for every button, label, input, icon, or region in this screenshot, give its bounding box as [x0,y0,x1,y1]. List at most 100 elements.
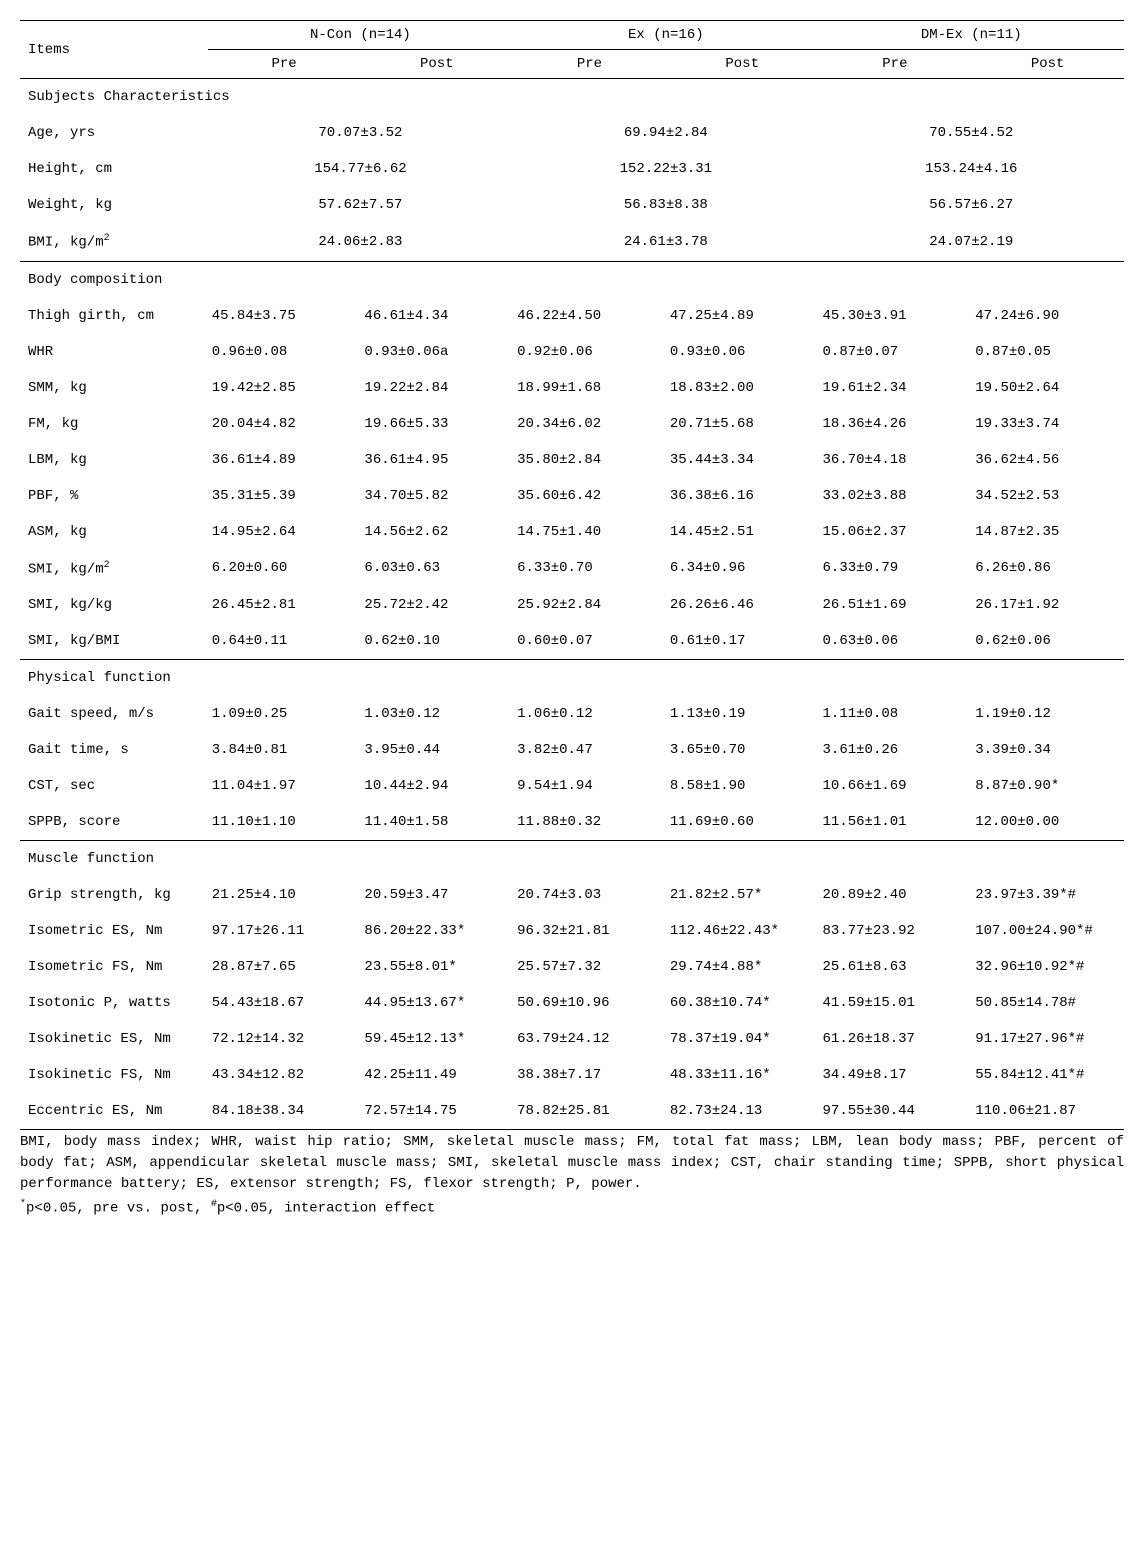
item-label: Gait speed, m/s [20,696,208,732]
value-cell: 19.42±2.85 [208,370,361,406]
value-cell: 24.61±3.78 [513,223,818,261]
value-cell: 1.09±0.25 [208,696,361,732]
table-row: Eccentric ES, Nm84.18±38.3472.57±14.7578… [20,1093,1124,1130]
value-cell: 36.70±4.18 [819,442,972,478]
value-cell: 11.69±0.60 [666,804,819,841]
item-label: Weight, kg [20,187,208,223]
table-row: Height, cm154.77±6.62152.22±3.31153.24±4… [20,151,1124,187]
value-cell: 20.71±5.68 [666,406,819,442]
dmex-post: Post [971,50,1124,79]
value-cell: 12.00±0.00 [971,804,1124,841]
value-cell: 9.54±1.94 [513,768,666,804]
value-cell: 3.82±0.47 [513,732,666,768]
table-row: SPPB, score11.10±1.1011.40±1.5811.88±0.3… [20,804,1124,841]
value-cell: 78.82±25.81 [513,1093,666,1130]
value-cell: 0.93±0.06 [666,334,819,370]
value-cell: 59.45±12.13* [360,1021,513,1057]
item-label: Eccentric ES, Nm [20,1093,208,1130]
value-cell: 36.38±6.16 [666,478,819,514]
value-cell: 23.55±8.01* [360,949,513,985]
table-row: PBF, %35.31±5.3934.70±5.8235.60±6.4236.3… [20,478,1124,514]
value-cell: 19.50±2.64 [971,370,1124,406]
value-cell: 32.96±10.92*# [971,949,1124,985]
value-cell: 3.39±0.34 [971,732,1124,768]
value-cell: 14.87±2.35 [971,514,1124,550]
value-cell: 25.57±7.32 [513,949,666,985]
item-label: SMI, kg/kg [20,587,208,623]
value-cell: 14.75±1.40 [513,514,666,550]
value-cell: 154.77±6.62 [208,151,513,187]
value-cell: 34.52±2.53 [971,478,1124,514]
value-cell: 21.25±4.10 [208,877,361,913]
ex-post: Post [666,50,819,79]
ex-pre: Pre [513,50,666,79]
section-header-row: Physical function [20,660,1124,697]
value-cell: 47.24±6.90 [971,298,1124,334]
item-label: WHR [20,334,208,370]
value-cell: 46.22±4.50 [513,298,666,334]
item-label: BMI, kg/m2 [20,223,208,261]
value-cell: 20.89±2.40 [819,877,972,913]
group-ex: Ex (n=16) [513,21,818,50]
value-cell: 0.92±0.06 [513,334,666,370]
value-cell: 57.62±7.57 [208,187,513,223]
item-label: SPPB, score [20,804,208,841]
value-cell: 14.95±2.64 [208,514,361,550]
value-cell: 14.56±2.62 [360,514,513,550]
value-cell: 0.60±0.07 [513,623,666,660]
value-cell: 26.45±2.81 [208,587,361,623]
table-row: BMI, kg/m224.06±2.8324.61±3.7824.07±2.19 [20,223,1124,261]
ncon-post: Post [360,50,513,79]
value-cell: 0.93±0.06a [360,334,513,370]
header-items: Items [20,21,208,79]
value-cell: 6.33±0.79 [819,550,972,588]
value-cell: 18.99±1.68 [513,370,666,406]
item-label: SMI, kg/BMI [20,623,208,660]
table-row: Age, yrs70.07±3.5269.94±2.8470.55±4.52 [20,115,1124,151]
value-cell: 42.25±11.49 [360,1057,513,1093]
value-cell: 0.96±0.08 [208,334,361,370]
value-cell: 24.06±2.83 [208,223,513,261]
value-cell: 96.32±21.81 [513,913,666,949]
item-label: SMM, kg [20,370,208,406]
value-cell: 3.84±0.81 [208,732,361,768]
value-cell: 11.40±1.58 [360,804,513,841]
group-ncon: N-Con (n=14) [208,21,513,50]
value-cell: 20.59±3.47 [360,877,513,913]
value-cell: 1.19±0.12 [971,696,1124,732]
value-cell: 8.87±0.90* [971,768,1124,804]
value-cell: 45.84±3.75 [208,298,361,334]
value-cell: 20.04±4.82 [208,406,361,442]
value-cell: 21.82±2.57* [666,877,819,913]
value-cell: 54.43±18.67 [208,985,361,1021]
table-row: SMI, kg/BMI0.64±0.110.62±0.100.60±0.070.… [20,623,1124,660]
value-cell: 63.79±24.12 [513,1021,666,1057]
item-label: Isokinetic ES, Nm [20,1021,208,1057]
table-row: Isometric FS, Nm28.87±7.6523.55±8.01*25.… [20,949,1124,985]
table-row: WHR0.96±0.080.93±0.06a0.92±0.060.93±0.06… [20,334,1124,370]
value-cell: 8.58±1.90 [666,768,819,804]
value-cell: 14.45±2.51 [666,514,819,550]
value-cell: 1.03±0.12 [360,696,513,732]
value-cell: 33.02±3.88 [819,478,972,514]
value-cell: 97.55±30.44 [819,1093,972,1130]
value-cell: 50.85±14.78# [971,985,1124,1021]
value-cell: 36.61±4.95 [360,442,513,478]
value-cell: 50.69±10.96 [513,985,666,1021]
table-row: Gait speed, m/s1.09±0.251.03±0.121.06±0.… [20,696,1124,732]
value-cell: 69.94±2.84 [513,115,818,151]
item-label: Age, yrs [20,115,208,151]
item-label: Grip strength, kg [20,877,208,913]
header-row-groups: Items N-Con (n=14) Ex (n=16) DM-Ex (n=11… [20,21,1124,50]
table-row: Weight, kg57.62±7.5756.83±8.3856.57±6.27 [20,187,1124,223]
value-cell: 11.10±1.10 [208,804,361,841]
value-cell: 6.03±0.63 [360,550,513,588]
ncon-pre: Pre [208,50,361,79]
value-cell: 70.07±3.52 [208,115,513,151]
value-cell: 6.34±0.96 [666,550,819,588]
table-row: LBM, kg36.61±4.8936.61±4.9535.80±2.8435.… [20,442,1124,478]
table-row: Gait time, s3.84±0.813.95±0.443.82±0.473… [20,732,1124,768]
section-title: Physical function [20,660,1124,697]
value-cell: 78.37±19.04* [666,1021,819,1057]
table-row: Thigh girth, cm45.84±3.7546.61±4.3446.22… [20,298,1124,334]
